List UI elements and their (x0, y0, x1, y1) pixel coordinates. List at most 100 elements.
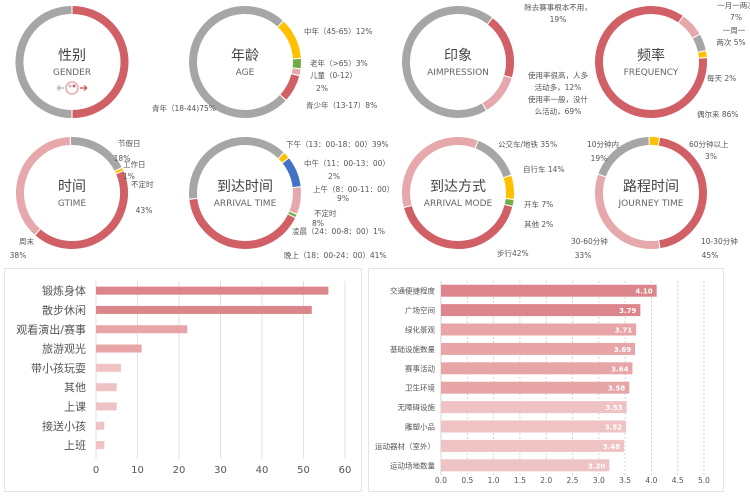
donut-chart-7: 路程时间 JOURNEY TIME 60分钟以上 3% 10-30分钟 45% 30-60分… (571, 137, 738, 260)
donut-slice (277, 21, 301, 59)
purpose-bar-chart-svg: 0 10 20 30 40 50 60 锻炼身体散步休闲观看演出/赛事旅游观光带小孩玩耍其他上… (16, 281, 352, 476)
donut-title: 印象 (444, 48, 472, 64)
donut-subtitle: ARRIVAL TIME (214, 199, 277, 209)
data-label: 3.20 (588, 462, 605, 470)
data-label: 3.58 (608, 385, 625, 393)
category-label: 运动器材（室外） (375, 441, 435, 451)
donut-label: 偶尔来 86% (697, 109, 739, 119)
donut-label: 工作日 (123, 159, 146, 169)
bar (441, 342, 636, 355)
donut-chart-6: 到达方式 ARRIVAL MODE 自行车 14% 开车 7% 其他 2% 步行42% 公交… (402, 137, 565, 258)
category-label: 上班 (64, 439, 86, 452)
donut-label-value: 2% (316, 84, 328, 93)
donut-label-value: 两次 5% (716, 37, 745, 47)
gender-icon-female (72, 84, 76, 88)
donut-subtitle: JOURNEY TIME (618, 199, 684, 209)
donut-slice (15, 6, 72, 118)
donut-label: 下午（13：00-18：00）39% (286, 139, 389, 149)
donut-label: 其他 2% (524, 219, 553, 229)
bar (96, 441, 105, 450)
donut-label-value: 19% (591, 154, 608, 163)
x-tick-label: 50 (297, 465, 310, 476)
donut-slice (402, 137, 478, 207)
x-tick-label: 1.0 (488, 476, 500, 485)
donut-slice (504, 198, 514, 206)
x-tick-label: 1.5 (514, 476, 526, 485)
donut-slice (595, 6, 707, 118)
donut-label-value: 活动多，12% (535, 82, 582, 92)
donut-title: 频率 (637, 47, 665, 64)
donut-label-value: 43% (136, 206, 153, 215)
donut-label: 节假日 (118, 139, 141, 148)
donut-slice (16, 137, 71, 235)
donut-label-value: 18% (114, 154, 131, 163)
donut-slice (70, 137, 122, 171)
donut-label: 不定时 (131, 179, 154, 189)
donut-label-value: 2% (328, 172, 340, 181)
donut-label: 儿童（0-12） (310, 70, 357, 80)
gender-icon (56, 81, 88, 95)
category-label: 其他 (64, 381, 86, 394)
category-label: 广场空间 (405, 305, 435, 315)
donut-label: 公交车/地铁 35% (498, 139, 557, 149)
donut-slice (402, 6, 493, 118)
data-label: 3.64 (611, 365, 628, 373)
bar (441, 439, 625, 452)
bar (441, 420, 627, 433)
data-label: 3.69 (614, 346, 631, 354)
bar (441, 459, 610, 472)
x-tick-label: 2.0 (540, 476, 552, 485)
category-label: 旅游观光 (42, 342, 86, 356)
donut-label: 开车 7% (524, 199, 553, 209)
donut-label: 上午（8：00-11：00） (313, 184, 394, 194)
donut-subtitle: FREQUENCY (624, 68, 679, 78)
x-tick-label: 20 (173, 465, 186, 476)
bar (96, 344, 142, 353)
data-label: 3.71 (615, 327, 632, 335)
donut-label-value: 45% (702, 251, 719, 260)
x-tick-label: 0.5 (461, 476, 473, 485)
x-tick-label: 10 (131, 465, 144, 476)
donut-chart-0: 性别 GENDER (15, 6, 129, 118)
donut-label: 中年（45-65）12% (304, 26, 372, 36)
x-tick-label: 40 (256, 465, 269, 476)
bar (96, 305, 312, 314)
donut-label: 10分钟内 (587, 139, 619, 149)
donut-label: 使用率一般，没什 (528, 94, 588, 104)
donut-label-value: 19% (550, 15, 567, 24)
donut-chart-1: 年龄 AGE 中年（45-65）12% 老年（>65）3% 儿童（0-12） 2% 青少年（… (152, 6, 377, 118)
category-label: 带小孩玩耍 (31, 362, 86, 375)
donut-title: 年龄 (231, 48, 259, 64)
donut-title: 时间 (58, 179, 86, 195)
bar (96, 402, 117, 411)
donut-label: 不定时 (314, 208, 337, 218)
gender-icon-male (68, 84, 72, 88)
donut-slice (288, 211, 297, 218)
donut-slice (482, 75, 512, 110)
data-label: 3.53 (605, 404, 622, 412)
donut-chart-2: 印象 AIMPRESSION 除去赛事根本不用， 19% 使用率很高，人多活动多，12%… (402, 2, 592, 118)
x-tick-label: 60 (339, 465, 352, 476)
donut-label: 60分钟以上 (689, 139, 729, 149)
donut-label: 周末 (19, 236, 34, 246)
donut-label-value: 么活动，69% (535, 106, 582, 116)
donut-label: 青少年（13-17）8% (306, 100, 377, 110)
category-label: 基础设施数量 (390, 344, 435, 354)
gender-icon-arrow-left (56, 84, 64, 92)
donut-label: 凌晨（24：00-8：00）1% (292, 226, 385, 236)
donut-label: 晚上（18：00-24：00）41% (284, 250, 387, 260)
bar (441, 401, 627, 414)
donut-label: 除去赛事根本不用， (524, 2, 592, 12)
donut-slice (649, 137, 659, 146)
category-label: 无障碍设施 (398, 402, 436, 412)
donut-label-value: 3% (705, 152, 717, 161)
bar (441, 362, 633, 375)
donut-label: 10-30分钟 (701, 236, 738, 246)
x-tick-label: 30 (214, 465, 227, 476)
bar (441, 381, 630, 394)
donut-label-value: 7% (730, 13, 742, 22)
category-label: 绿化景观 (405, 325, 435, 335)
donut-label: 一周一 (723, 26, 746, 35)
donut-subtitle: GENDER (53, 68, 91, 78)
